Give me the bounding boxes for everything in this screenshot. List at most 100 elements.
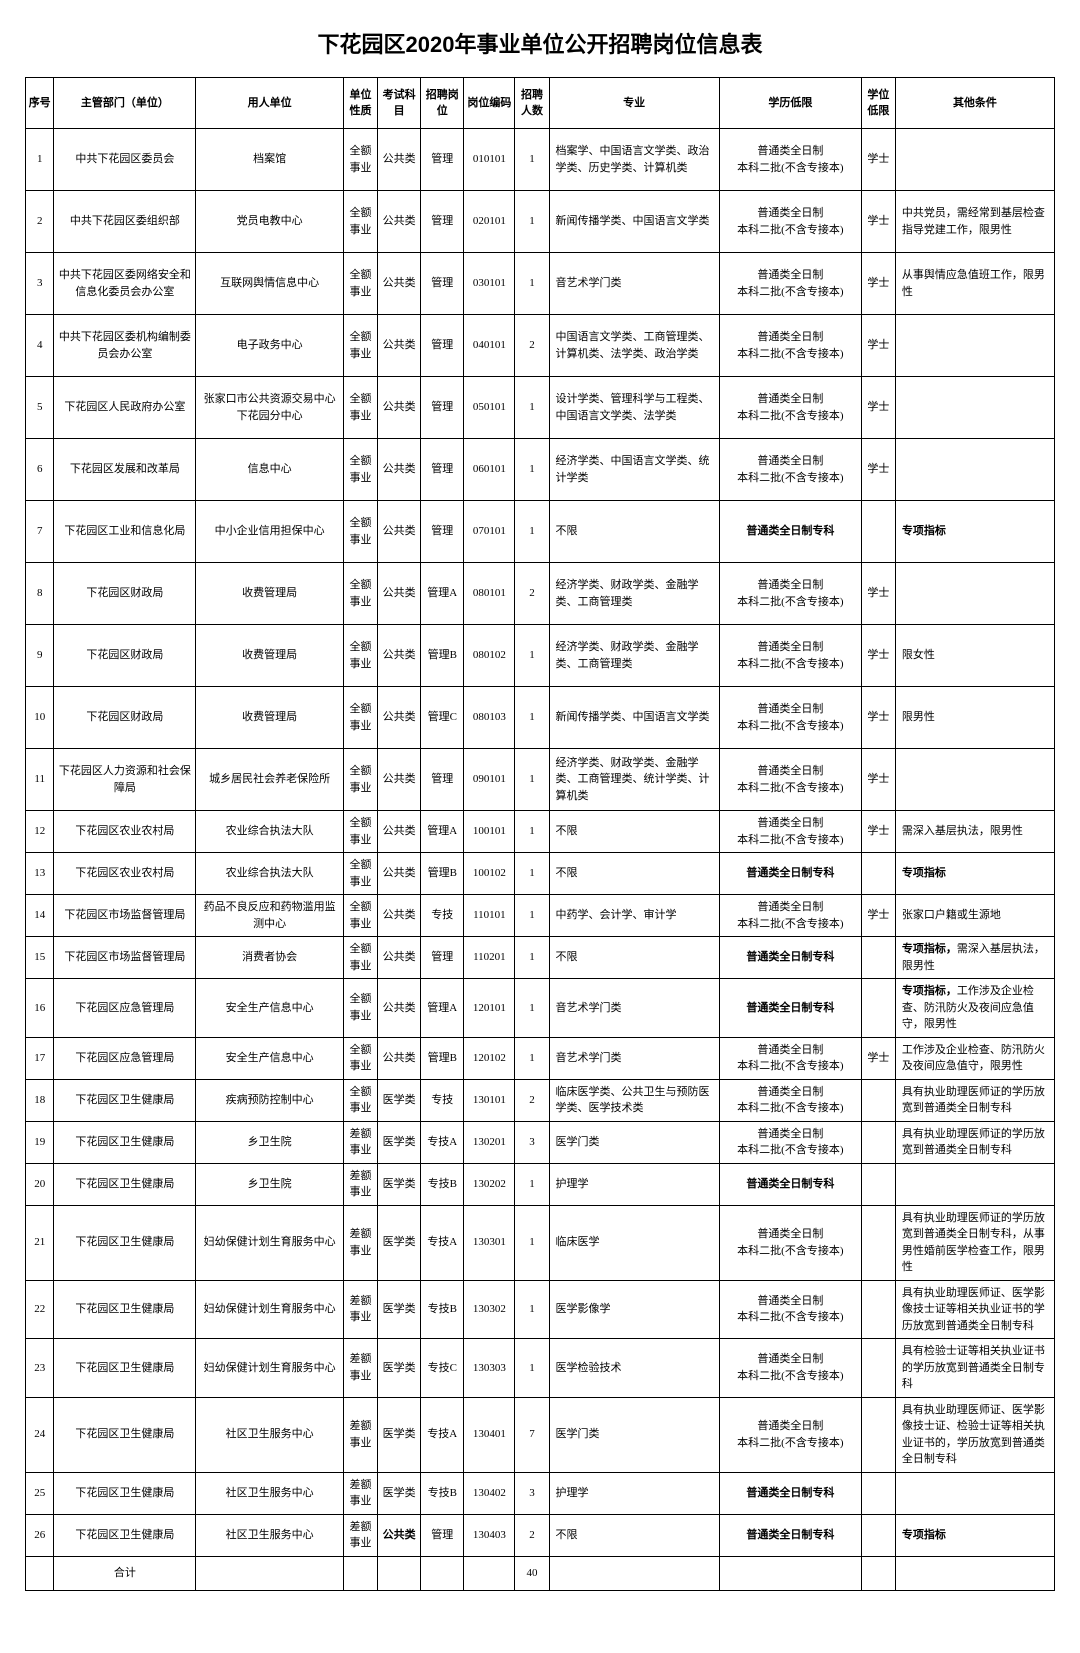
cell-degree: 学士 bbox=[861, 129, 895, 191]
cell-nature: 全额事业 bbox=[344, 315, 378, 377]
cell-seq: 18 bbox=[26, 1079, 54, 1121]
cell-dept: 下花园区市场监督管理局 bbox=[54, 895, 196, 937]
table-row: 10下花园区财政局收费管理局全额事业公共类管理C0801031新闻传播学类、中国… bbox=[26, 687, 1055, 749]
total-cell bbox=[719, 1556, 861, 1590]
total-cell bbox=[464, 1556, 515, 1590]
cell-subject: 公共类 bbox=[378, 895, 421, 937]
cell-code: 100101 bbox=[464, 811, 515, 853]
cell-code: 130201 bbox=[464, 1121, 515, 1163]
cell-nature: 全额事业 bbox=[344, 937, 378, 979]
cell-position: 管理B bbox=[421, 853, 464, 895]
cell-degree bbox=[861, 1205, 895, 1280]
cell-nature: 差额事业 bbox=[344, 1514, 378, 1556]
cell-nature: 全额事业 bbox=[344, 129, 378, 191]
cell-dept: 下花园区人力资源和社会保障局 bbox=[54, 749, 196, 811]
cell-edu: 普通类全日制本科二批(不含专接本) bbox=[719, 1397, 861, 1472]
cell-position: 专技B bbox=[421, 1472, 464, 1514]
cell-seq: 1 bbox=[26, 129, 54, 191]
cell-dept: 下花园区人民政府办公室 bbox=[54, 377, 196, 439]
cell-other bbox=[895, 315, 1054, 377]
table-row: 5下花园区人民政府办公室张家口市公共资源交易中心下花园分中心全额事业公共类管理0… bbox=[26, 377, 1055, 439]
cell-code: 130402 bbox=[464, 1472, 515, 1514]
cell-edu: 普通类全日制专科 bbox=[719, 853, 861, 895]
cell-nature: 全额事业 bbox=[344, 687, 378, 749]
cell-position: 管理 bbox=[421, 1514, 464, 1556]
total-cell bbox=[344, 1556, 378, 1590]
cell-seq: 9 bbox=[26, 625, 54, 687]
cell-degree: 学士 bbox=[861, 1037, 895, 1079]
cell-degree bbox=[861, 1514, 895, 1556]
cell-nature: 全额事业 bbox=[344, 625, 378, 687]
table-row: 18下花园区卫生健康局疾病预防控制中心全额事业医学类专技1301012临床医学类… bbox=[26, 1079, 1055, 1121]
cell-nature: 差额事业 bbox=[344, 1205, 378, 1280]
cell-degree: 学士 bbox=[861, 191, 895, 253]
cell-employer: 党员电教中心 bbox=[196, 191, 344, 253]
cell-dept: 下花园区卫生健康局 bbox=[54, 1472, 196, 1514]
cell-major: 音艺术学门类 bbox=[549, 1037, 719, 1079]
cell-degree bbox=[861, 1472, 895, 1514]
cell-other: 专项指标 bbox=[895, 853, 1054, 895]
cell-nature: 差额事业 bbox=[344, 1163, 378, 1205]
cell-employer: 收费管理局 bbox=[196, 625, 344, 687]
cell-employer: 张家口市公共资源交易中心下花园分中心 bbox=[196, 377, 344, 439]
table-row: 4中共下花园区委机构编制委员会办公室电子政务中心全额事业公共类管理0401012… bbox=[26, 315, 1055, 377]
cell-subject: 公共类 bbox=[378, 377, 421, 439]
table-row: 14下花园区市场监督管理局药品不良反应和药物滥用监测中心全额事业公共类专技110… bbox=[26, 895, 1055, 937]
cell-edu: 普通类全日制专科 bbox=[719, 979, 861, 1038]
cell-other: 具有执业助理医师证、医学影像技士证、检验士证等相关执业证书的，学历放宽到普通类全… bbox=[895, 1397, 1054, 1472]
col-seq: 序号 bbox=[26, 78, 54, 129]
cell-nature: 全额事业 bbox=[344, 749, 378, 811]
cell-other: 具有执业助理医师证的学历放宽到普通类全日制专科 bbox=[895, 1079, 1054, 1121]
cell-other: 限女性 bbox=[895, 625, 1054, 687]
cell-dept: 下花园区农业农村局 bbox=[54, 811, 196, 853]
cell-seq: 2 bbox=[26, 191, 54, 253]
table-row: 15下花园区市场监督管理局消费者协会全额事业公共类管理1102011不限普通类全… bbox=[26, 937, 1055, 979]
cell-degree: 学士 bbox=[861, 377, 895, 439]
cell-position: 管理B bbox=[421, 625, 464, 687]
cell-other: 需深入基层执法，限男性 bbox=[895, 811, 1054, 853]
cell-other bbox=[895, 377, 1054, 439]
cell-code: 130303 bbox=[464, 1339, 515, 1398]
cell-edu: 普通类全日制本科二批(不含专接本) bbox=[719, 439, 861, 501]
cell-edu: 普通类全日制专科 bbox=[719, 937, 861, 979]
cell-dept: 下花园区农业农村局 bbox=[54, 853, 196, 895]
cell-seq: 5 bbox=[26, 377, 54, 439]
cell-degree bbox=[861, 937, 895, 979]
cell-employer: 城乡居民社会养老保险所 bbox=[196, 749, 344, 811]
cell-edu: 普通类全日制专科 bbox=[719, 501, 861, 563]
cell-code: 080103 bbox=[464, 687, 515, 749]
cell-dept: 下花园区应急管理局 bbox=[54, 979, 196, 1038]
col-major: 专业 bbox=[549, 78, 719, 129]
col-dept: 主管部门（单位） bbox=[54, 78, 196, 129]
total-cell bbox=[421, 1556, 464, 1590]
cell-count: 1 bbox=[515, 853, 549, 895]
cell-employer: 电子政务中心 bbox=[196, 315, 344, 377]
total-cell bbox=[196, 1556, 344, 1590]
cell-dept: 下花园区财政局 bbox=[54, 687, 196, 749]
cell-degree: 学士 bbox=[861, 315, 895, 377]
cell-employer: 信息中心 bbox=[196, 439, 344, 501]
table-row: 19下花园区卫生健康局乡卫生院差额事业医学类专技A1302013医学门类普通类全… bbox=[26, 1121, 1055, 1163]
cell-subject: 公共类 bbox=[378, 625, 421, 687]
cell-employer: 药品不良反应和药物滥用监测中心 bbox=[196, 895, 344, 937]
cell-nature: 全额事业 bbox=[344, 895, 378, 937]
cell-subject: 公共类 bbox=[378, 253, 421, 315]
cell-subject: 医学类 bbox=[378, 1339, 421, 1398]
cell-nature: 差额事业 bbox=[344, 1280, 378, 1339]
cell-count: 1 bbox=[515, 1205, 549, 1280]
cell-count: 1 bbox=[515, 1037, 549, 1079]
cell-major: 新闻传播学类、中国语言文学类 bbox=[549, 191, 719, 253]
table-row: 2中共下花园区委组织部党员电教中心全额事业公共类管理0201011新闻传播学类、… bbox=[26, 191, 1055, 253]
cell-count: 7 bbox=[515, 1397, 549, 1472]
cell-code: 110201 bbox=[464, 937, 515, 979]
cell-nature: 全额事业 bbox=[344, 191, 378, 253]
cell-major: 设计学类、管理科学与工程类、中国语言文学类、法学类 bbox=[549, 377, 719, 439]
cell-count: 1 bbox=[515, 1280, 549, 1339]
cell-degree bbox=[861, 1280, 895, 1339]
cell-dept: 下花园区卫生健康局 bbox=[54, 1397, 196, 1472]
table-row: 16下花园区应急管理局安全生产信息中心全额事业公共类管理A1201011音艺术学… bbox=[26, 979, 1055, 1038]
cell-position: 管理C bbox=[421, 687, 464, 749]
cell-seq: 13 bbox=[26, 853, 54, 895]
cell-employer: 收费管理局 bbox=[196, 687, 344, 749]
cell-position: 管理 bbox=[421, 749, 464, 811]
